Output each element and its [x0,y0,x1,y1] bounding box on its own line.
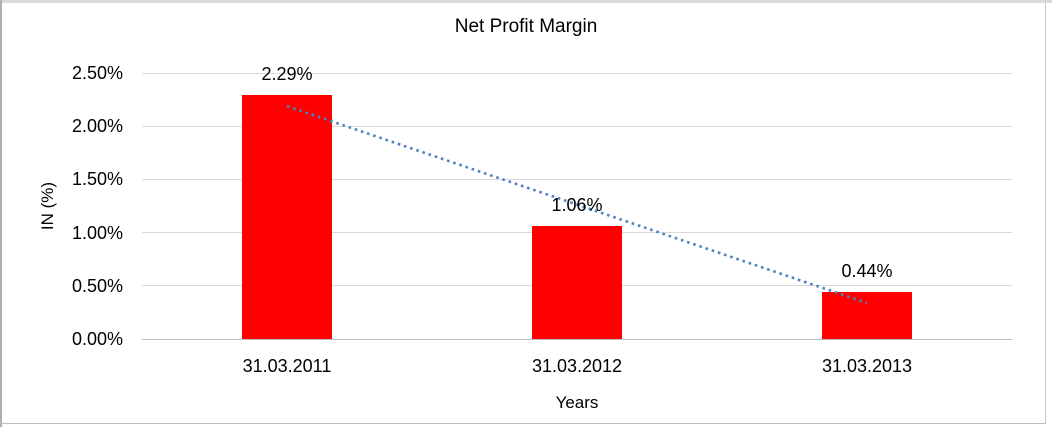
window-frame-left [0,0,2,427]
bar [532,226,622,339]
chart-title: Net Profit Margin [454,16,598,37]
y-axis-tick-label: 1.00% [71,222,123,243]
y-axis-tick-label: 0.00% [71,329,123,349]
window-frame-top [0,0,1052,3]
x-axis-category-label: 31.03.2013 [821,356,913,376]
gridline [142,72,1012,74]
data-label: 1.06% [551,195,603,216]
x-axis-line [142,338,1012,340]
y-axis-tick-label: 2.50% [71,63,123,83]
x-axis-title: Years [555,393,599,412]
x-axis-category-label: 31.03.2012 [531,356,623,376]
data-label: 0.44% [841,261,893,282]
y-axis-tick-label: 0.50% [71,275,123,296]
window-frame-right [1045,3,1046,424]
bar [822,292,912,339]
y-axis-tick-label: 1.50% [71,169,123,190]
window-frame-bottom [0,423,1046,424]
y-axis-tick-label: 2.00% [71,116,123,137]
x-axis-category-label: 31.03.2011 [242,356,332,376]
bar [242,95,332,339]
data-label: 2.29% [261,64,313,85]
